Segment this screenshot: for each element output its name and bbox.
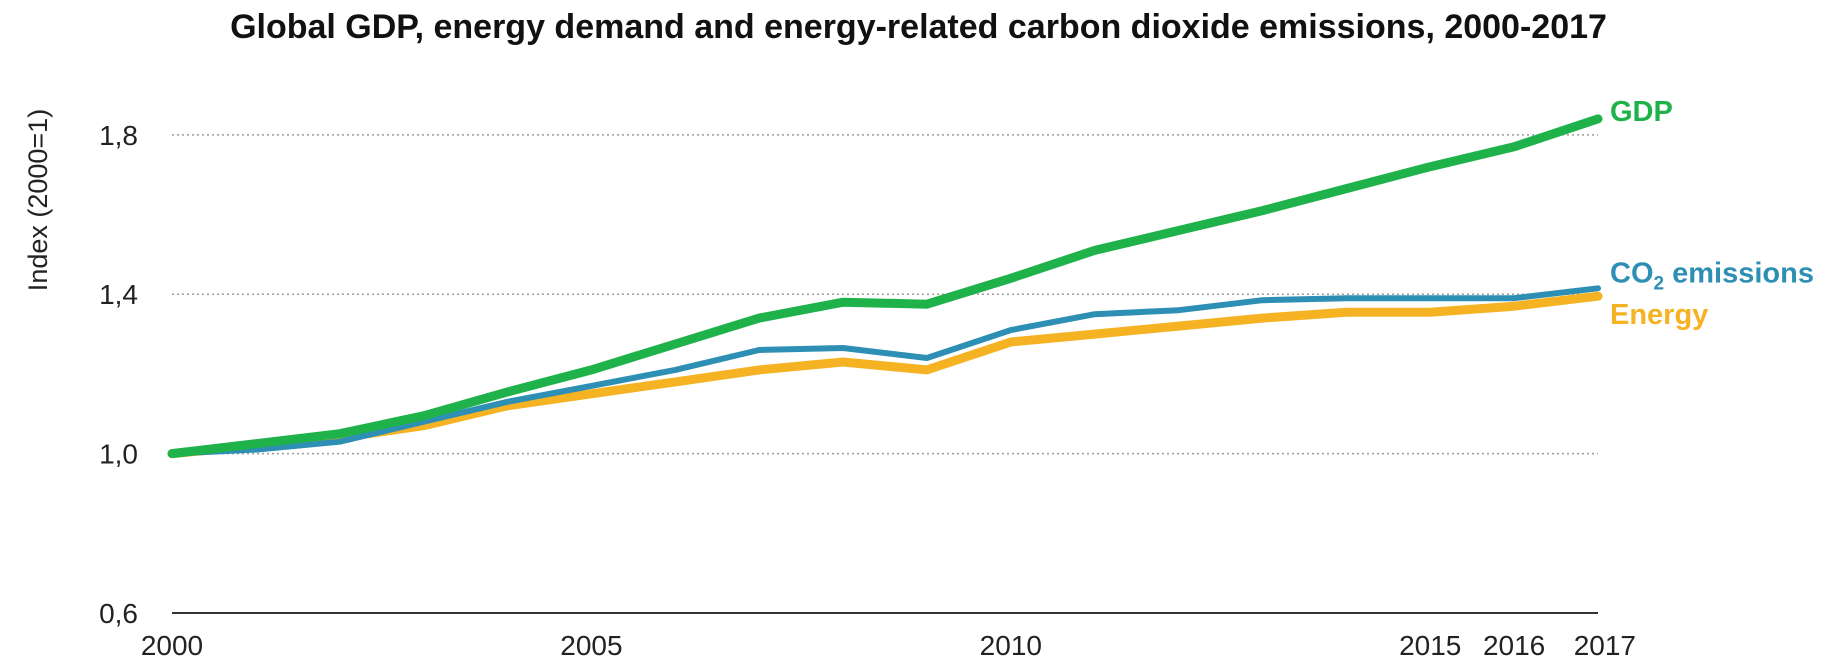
series-label-energy: Energy bbox=[1610, 299, 1708, 331]
y-tick-label: 1,0 bbox=[99, 439, 138, 470]
y-tick-label: 1,4 bbox=[99, 279, 138, 310]
chart-title: Global GDP, energy demand and energy-rel… bbox=[230, 8, 1607, 46]
y-tick-label: 1,8 bbox=[99, 120, 138, 151]
axes: 0,6 1,0 1,4 1,8 2000 2005 2010 2015 2016 2017 Inde… bbox=[23, 109, 1636, 661]
series-line-gdp bbox=[167, 114, 1603, 459]
series-labels: Energy CO2 emissions GDP bbox=[1610, 96, 1814, 331]
x-tick-label: 2005 bbox=[560, 630, 622, 661]
x-tick-label: 2010 bbox=[980, 630, 1042, 661]
x-tick-label: 2015 bbox=[1399, 630, 1461, 661]
series-label-gdp: GDP bbox=[1610, 96, 1673, 128]
series-label-co-emissions: CO2 emissions bbox=[1610, 257, 1814, 294]
y-tick-label: 0,6 bbox=[99, 598, 138, 629]
x-tick-label: 2016 bbox=[1483, 630, 1545, 661]
y-axis-title: Index (2000=1) bbox=[23, 109, 53, 291]
x-tick-label: 2000 bbox=[141, 630, 203, 661]
x-tick-label: 2017 bbox=[1574, 630, 1636, 661]
series-lines bbox=[167, 114, 1603, 459]
series-line-co-emissions bbox=[169, 285, 1601, 457]
